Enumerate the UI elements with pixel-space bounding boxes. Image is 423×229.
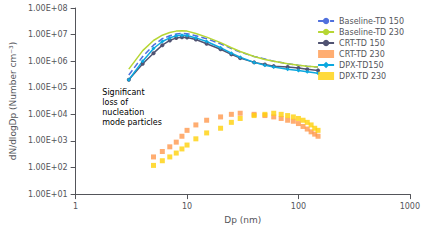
svg-text:1.00E+08: 1.00E+08 bbox=[28, 4, 68, 13]
svg-text:1.00E+02: 1.00E+02 bbox=[28, 163, 68, 172]
svg-text:CRT-TD 230: CRT-TD 230 bbox=[339, 50, 385, 59]
svg-text:DPX-TD150: DPX-TD150 bbox=[339, 61, 384, 70]
svg-text:Baseline-TD 150: Baseline-TD 150 bbox=[339, 17, 404, 26]
svg-text:1.00E+06: 1.00E+06 bbox=[28, 57, 68, 66]
svg-text:1.00E+03: 1.00E+03 bbox=[28, 136, 68, 145]
svg-text:1.00E+01: 1.00E+01 bbox=[28, 190, 68, 199]
svg-text:Dp (nm): Dp (nm) bbox=[224, 215, 261, 225]
svg-text:nucleation: nucleation bbox=[102, 108, 144, 117]
svg-text:1.00E+04: 1.00E+04 bbox=[28, 110, 68, 119]
svg-text:mode particles: mode particles bbox=[102, 118, 162, 127]
svg-text:1000: 1000 bbox=[400, 202, 420, 211]
svg-text:DPX-TD 230: DPX-TD 230 bbox=[339, 72, 386, 81]
svg-text:Baseline-TD 230: Baseline-TD 230 bbox=[339, 28, 404, 37]
svg-text:loss of: loss of bbox=[102, 98, 128, 107]
svg-text:1: 1 bbox=[73, 202, 78, 211]
svg-text:100: 100 bbox=[291, 202, 306, 211]
svg-text:Significant: Significant bbox=[102, 88, 144, 97]
svg-text:10: 10 bbox=[182, 202, 192, 211]
svg-text:1.00E+05: 1.00E+05 bbox=[28, 83, 68, 92]
svg-text:dN/dlogDp (Number cm⁻³): dN/dlogDp (Number cm⁻³) bbox=[8, 42, 18, 161]
svg-text:CRT-TD 150: CRT-TD 150 bbox=[339, 39, 385, 48]
svg-text:1.00E+07: 1.00E+07 bbox=[28, 30, 68, 39]
